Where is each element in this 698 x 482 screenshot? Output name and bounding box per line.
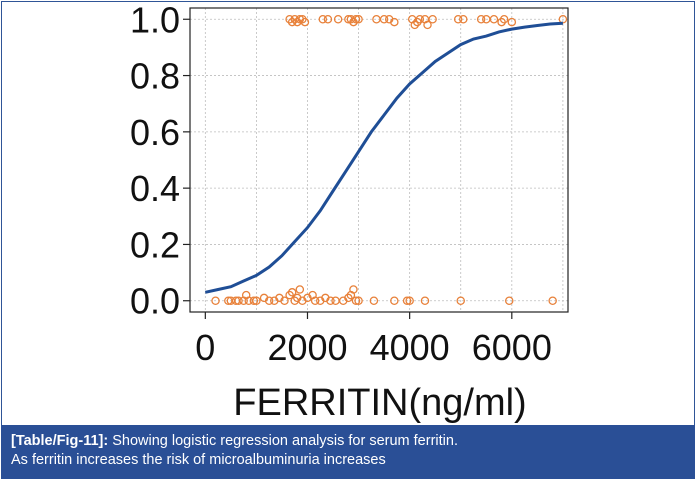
- data-point-1-11: [264, 296, 274, 305]
- x-tick-label-0: 0: [195, 327, 215, 368]
- data-point-1-19: [295, 285, 305, 294]
- data-point-0-14: [354, 15, 363, 24]
- data-point-0-28: [476, 15, 486, 24]
- data-point-0-25: [428, 15, 437, 24]
- data-point-0-34: [558, 15, 568, 24]
- data-point-1-36: [402, 296, 412, 305]
- y-tick-label-5: 1.0: [130, 0, 180, 40]
- plot-frame: [189, 7, 569, 313]
- x-axis-label: FERRITIN(ng/ml): [233, 382, 526, 424]
- x-tick-label-2: 4000: [370, 327, 450, 368]
- x-tick-label-3: 6000: [472, 327, 552, 368]
- data-point-1-9: [252, 296, 261, 305]
- data-point-1-37: [405, 296, 414, 305]
- data-point-1-32: [351, 296, 361, 305]
- data-point-0-18: [390, 17, 399, 27]
- logistic-curve: [204, 21, 563, 294]
- data-point-1-16: [287, 288, 297, 297]
- data-point-1-15: [285, 290, 294, 300]
- data-point-0-7: [318, 15, 328, 24]
- grid-lines: [190, 8, 568, 312]
- data-point-0-13: [351, 15, 361, 24]
- figure-caption: [Table/Fig-11]: Showing logistic regress…: [1, 425, 695, 479]
- data-point-0-20: [410, 20, 420, 30]
- data-point-0-5: [298, 15, 307, 24]
- data-point-0-9: [333, 15, 343, 24]
- data-point-1-31: [349, 285, 358, 294]
- data-point-1-29: [344, 293, 353, 303]
- logistic-regression-chart: 0.0 0.2 0.4 0.6 0.8 1.0 0 2000 4000 6000 FERRITI…: [130, 0, 569, 424]
- caption-ref: [Table/Fig-11]:: [11, 433, 109, 449]
- y-axis-ticks: 0.0 0.2 0.4 0.6 0.8 1.0: [130, 0, 190, 322]
- data-point-1-23: [310, 296, 320, 305]
- data-point-1-26: [326, 296, 335, 305]
- data-point-1-40: [505, 296, 514, 305]
- y-tick-label-1: 0.2: [130, 224, 180, 265]
- data-point-1-33: [354, 296, 363, 305]
- y-tick-label-4: 0.8: [130, 56, 180, 97]
- x-tick-label-1: 2000: [267, 327, 347, 368]
- data-point-1-35: [390, 296, 399, 305]
- data-point-1-8: [249, 296, 259, 305]
- caption-text-1: Showing logistic regression analysis for…: [112, 433, 458, 449]
- data-point-0-24: [423, 20, 432, 30]
- y-tick-label-0: 0.0: [130, 281, 180, 322]
- data-point-0-22: [415, 15, 425, 24]
- data-point-0-21: [413, 17, 422, 27]
- data-point-0-16: [379, 15, 389, 24]
- data-point-0-30: [489, 15, 499, 24]
- data-point-1-14: [280, 296, 289, 305]
- data-point-0-32: [499, 15, 509, 24]
- data-point-1-39: [456, 296, 465, 305]
- x-axis-ticks: 0 2000 4000 6000: [195, 312, 552, 368]
- y-tick-label-2: 0.4: [130, 168, 180, 209]
- data-point-0-27: [459, 15, 468, 24]
- data-point-0-33: [507, 17, 517, 27]
- data-point-0-0: [285, 15, 294, 24]
- data-point-1-0: [211, 296, 220, 305]
- data-point-1-41: [548, 296, 557, 305]
- caption-line-2: As ferritin increases the risk of microa…: [11, 452, 386, 468]
- data-point-0-1: [287, 17, 297, 27]
- data-point-1-34: [369, 296, 379, 305]
- data-point-1-4: [234, 296, 243, 305]
- data-point-1-38: [420, 296, 430, 305]
- data-point-0-31: [497, 17, 506, 27]
- data-point-0-6: [300, 17, 310, 27]
- caption-line-1: [Table/Fig-11]: Showing logistic regress…: [11, 432, 685, 451]
- data-point-0-26: [453, 15, 463, 24]
- data-points: [211, 15, 568, 305]
- data-point-0-8: [323, 15, 333, 24]
- y-tick-label-3: 0.6: [130, 112, 180, 153]
